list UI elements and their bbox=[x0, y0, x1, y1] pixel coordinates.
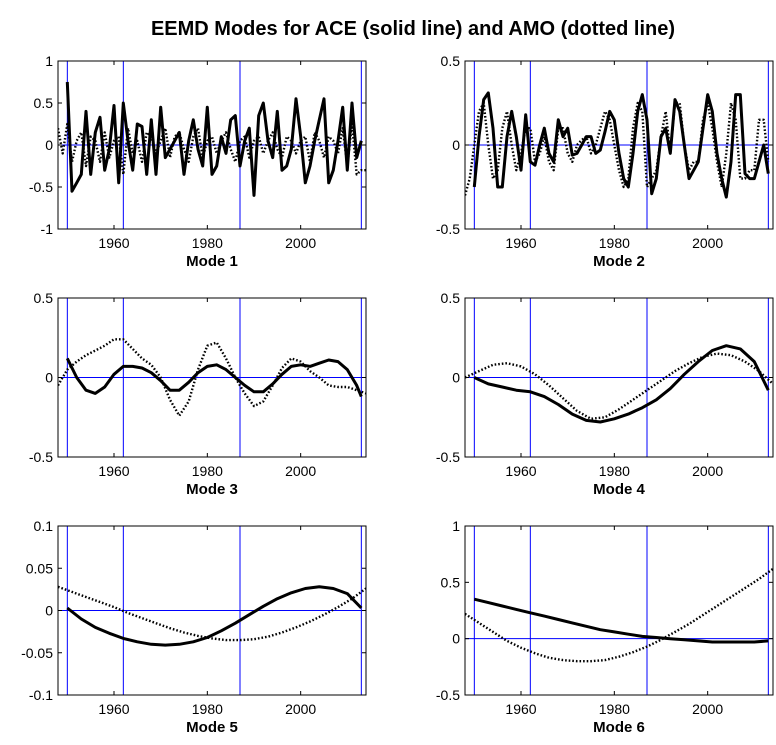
panels: 1960 1980 2000 -1 -0.5 0 0.5 1 Mode 1 1960 1980 200… bbox=[21, 53, 774, 736]
x-tick-label: 1980 bbox=[192, 701, 223, 717]
y-tick-label: 0.5 bbox=[441, 290, 461, 306]
ace-series-line bbox=[66, 585, 363, 647]
amo-series-line bbox=[465, 567, 773, 663]
x-tick-label: 1980 bbox=[599, 235, 630, 251]
x-tick-label: 1980 bbox=[192, 235, 223, 251]
y-tick-label: -1 bbox=[41, 221, 54, 237]
x-tick-label: 1980 bbox=[599, 463, 630, 479]
x-tick-label: 1960 bbox=[98, 463, 129, 479]
y-tick-label: 0 bbox=[452, 137, 460, 153]
y-tick-label: -0.5 bbox=[436, 449, 460, 465]
amo-series-line bbox=[58, 122, 366, 176]
y-tick-label: -0.5 bbox=[29, 179, 53, 195]
y-tick-label: 0.5 bbox=[441, 53, 461, 69]
x-tick-label: 2000 bbox=[285, 463, 316, 479]
mode-label: Mode 5 bbox=[186, 719, 238, 736]
y-tick-label: -0.5 bbox=[29, 449, 53, 465]
ace-series-line bbox=[65, 81, 363, 197]
x-tick-label: 1980 bbox=[192, 463, 223, 479]
mode-label: Mode 6 bbox=[593, 719, 645, 736]
amo-series-line bbox=[465, 101, 770, 196]
panel-1: 1960 1980 2000 -1 -0.5 0 0.5 1 Mode 1 bbox=[29, 53, 367, 270]
y-tick-label: 0 bbox=[452, 631, 460, 647]
amo-series-line bbox=[58, 585, 366, 642]
x-tick-label: 1960 bbox=[505, 701, 536, 717]
mode-label: Mode 3 bbox=[186, 481, 238, 498]
x-tick-label: 2000 bbox=[692, 701, 723, 717]
axes-frame bbox=[464, 525, 774, 696]
panel-4: 1960 1980 2000 -0.5 0 0.5 Mode 4 bbox=[436, 290, 774, 498]
panel-3: 1960 1980 2000 -0.5 0 0.5 Mode 3 bbox=[29, 290, 367, 498]
y-tick-label: 0 bbox=[45, 137, 53, 153]
x-tick-label: 1960 bbox=[98, 235, 129, 251]
y-tick-label: -0.05 bbox=[21, 645, 53, 661]
ace-series-line bbox=[473, 344, 770, 424]
mode-label: Mode 2 bbox=[593, 253, 645, 270]
y-tick-label: -0.1 bbox=[29, 687, 53, 703]
ace-series-line bbox=[65, 357, 363, 398]
amo-series-line bbox=[465, 352, 773, 420]
ace-series-line bbox=[473, 597, 769, 644]
y-tick-label: -0.5 bbox=[436, 687, 460, 703]
y-tick-label: 0 bbox=[45, 603, 53, 619]
x-tick-label: 1960 bbox=[505, 235, 536, 251]
x-tick-label: 2000 bbox=[285, 701, 316, 717]
y-tick-label: 0.5 bbox=[441, 574, 461, 590]
y-tick-label: 0.1 bbox=[34, 518, 54, 534]
y-tick-label: 0.05 bbox=[26, 560, 53, 576]
panel-2: 1960 1980 2000 -0.5 0 0.5 Mode 2 bbox=[436, 53, 774, 270]
figure-title: EEMD Modes for ACE (solid line) and AMO … bbox=[151, 18, 675, 40]
y-tick-label: 0 bbox=[45, 370, 53, 386]
y-tick-label: -0.5 bbox=[436, 221, 460, 237]
x-tick-label: 1960 bbox=[505, 463, 536, 479]
panel-5: 1960 1980 2000 -0.1 -0.05 0 0.05 0.1 Mode 5 bbox=[21, 518, 367, 736]
x-tick-label: 2000 bbox=[285, 235, 316, 251]
y-tick-label: 0 bbox=[452, 370, 460, 386]
y-tick-label: 0.5 bbox=[34, 95, 54, 111]
x-tick-label: 1980 bbox=[599, 701, 630, 717]
amo-series-line bbox=[58, 338, 366, 417]
y-tick-label: 1 bbox=[452, 518, 460, 534]
mode-label: Mode 1 bbox=[186, 253, 238, 270]
mode-label: Mode 4 bbox=[593, 481, 645, 498]
x-tick-label: 2000 bbox=[692, 235, 723, 251]
y-tick-label: 0.5 bbox=[34, 290, 54, 306]
panel-6: 1960 1980 2000 -0.5 0 0.5 1 Mode 6 bbox=[436, 518, 774, 736]
y-tick-label: 1 bbox=[45, 53, 53, 69]
x-tick-label: 2000 bbox=[692, 463, 723, 479]
x-tick-label: 1960 bbox=[98, 701, 129, 717]
